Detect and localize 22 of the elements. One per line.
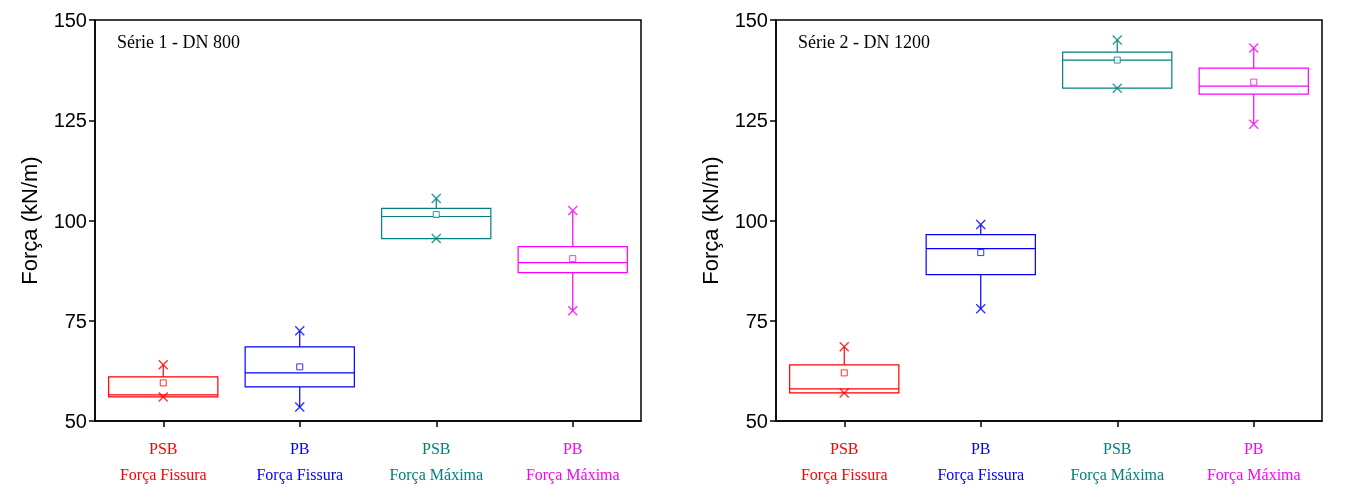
y-tick-label: 125 [53, 109, 87, 132]
y-tick-label: 50 [745, 410, 768, 432]
x-tick-label: PB Força Máxima [1206, 439, 1301, 484]
x-tick-label: PB Força Fissura [937, 439, 1025, 484]
text: Série 2 - DN 1200 [798, 32, 930, 52]
x-tick-label: PSB Força Máxima [389, 439, 484, 484]
y-axis-title: Força (kN/m) [16, 156, 42, 285]
x-tick-label: PB Força Fissura [256, 439, 344, 484]
y-tick-label: 50 [64, 410, 87, 432]
y-tick-label: 75 [745, 309, 768, 332]
x-tick-label: PSB Força Máxima [1070, 439, 1165, 484]
y-tick-label: 100 [734, 209, 768, 232]
x-tick-label: PB Força Máxima [525, 439, 620, 484]
y-tick-label: 125 [734, 109, 768, 132]
x-tick-label: PSB Força Fissura [800, 439, 888, 484]
y-tick-label: 150 [53, 9, 87, 31]
text: Série 1 - DN 800 [117, 32, 240, 52]
y-tick-label: 100 [53, 209, 87, 232]
x-tick-label: PSB Força Fissura [119, 439, 207, 484]
y-tick-label: 75 [64, 309, 87, 332]
y-axis-title: Força (kN/m) [697, 156, 723, 285]
y-tick-label: 150 [734, 9, 768, 31]
